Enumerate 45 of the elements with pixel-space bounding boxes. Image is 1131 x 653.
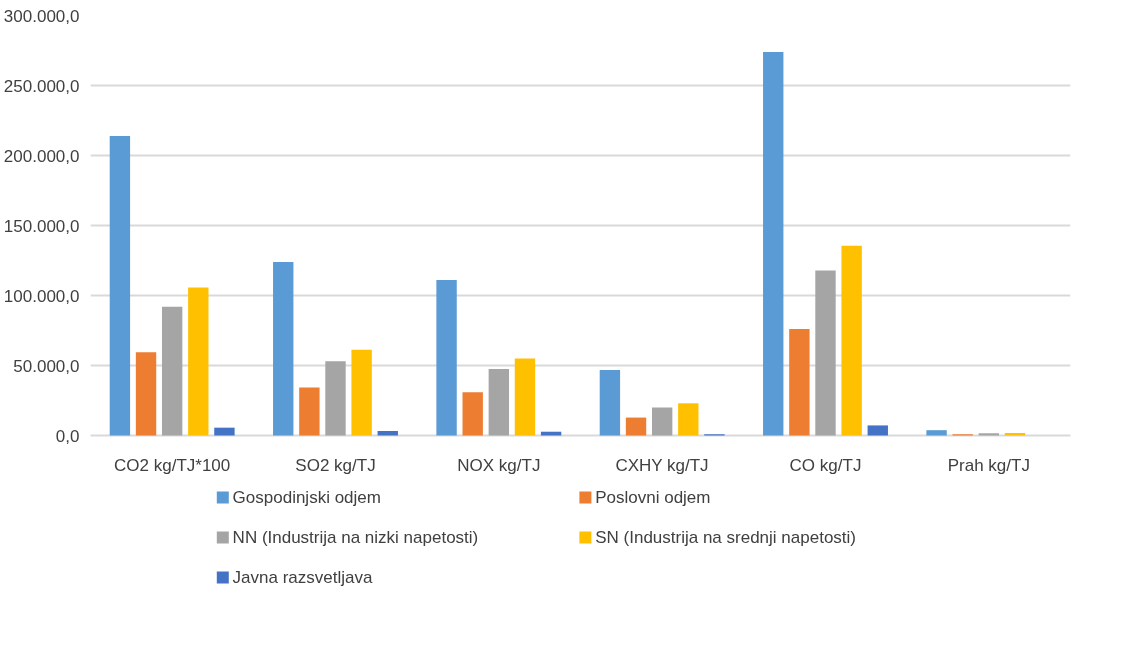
bar [599, 369, 621, 436]
x-tick-label: CO2 kg/TJ*100 [114, 455, 231, 475]
bar [299, 387, 320, 436]
bar [815, 270, 836, 436]
bar [978, 433, 1000, 436]
bar [109, 135, 131, 436]
bar [763, 52, 784, 436]
y-tick-label: 150.000,0 [3, 216, 80, 236]
bar [514, 358, 536, 436]
bar [625, 417, 647, 436]
y-tick-label: 0,0 [55, 426, 80, 446]
bar [462, 392, 483, 436]
bar [214, 427, 235, 436]
y-tick-label: 250.000,0 [3, 76, 80, 96]
y-tick-label: 200.000,0 [3, 146, 80, 166]
bar [273, 262, 294, 436]
x-tick-label: SO2 kg/TJ [295, 455, 376, 475]
y-tick-label: 300.000,0 [3, 6, 80, 26]
y-tick-label: 100.000,0 [3, 286, 80, 306]
bar [325, 361, 346, 436]
legend-label: Javna razsvetljava [232, 568, 373, 587]
bar [841, 245, 862, 436]
y-tick-label: 50.000,0 [13, 356, 80, 376]
legend-label: SN (Industrija na srednji napetosti) [595, 528, 856, 547]
bar [488, 369, 510, 436]
bar [926, 430, 947, 436]
bar [789, 328, 810, 436]
x-tick-label: NOX kg/TJ [457, 455, 541, 475]
bar [1004, 432, 1026, 436]
bar [188, 287, 209, 436]
x-tick-label: CO kg/TJ [789, 455, 862, 475]
bar [135, 352, 157, 436]
bar [651, 407, 673, 436]
x-tick-label: Prah kg/TJ [947, 455, 1030, 475]
x-tick-label: CXHY kg/TJ [615, 455, 709, 475]
bar [436, 280, 457, 436]
legend-label: Poslovni odjem [595, 488, 711, 507]
bar [351, 349, 372, 436]
bar [161, 306, 183, 436]
legend-label: Gospodinjski odjem [232, 488, 381, 507]
legend-label: NN (Industrija na nizki napetosti) [232, 528, 479, 547]
bar [540, 431, 562, 436]
bar [678, 403, 699, 436]
bar [867, 425, 888, 436]
bar [377, 431, 398, 436]
